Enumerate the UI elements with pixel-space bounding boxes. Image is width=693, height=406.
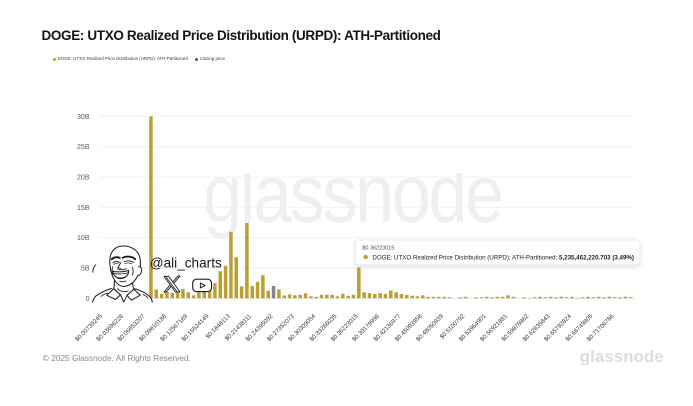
- svg-text:20B: 20B: [77, 175, 90, 182]
- svg-text:15B: 15B: [77, 205, 90, 212]
- svg-text:30B: 30B: [77, 114, 90, 121]
- svg-text:@ali_charts: @ali_charts: [150, 255, 222, 270]
- svg-text:0: 0: [86, 296, 90, 303]
- svg-text:DOGE: UTXO Realized Price Dist: DOGE: UTXO Realized Price Distribution (…: [372, 254, 634, 261]
- svg-text:glassnode: glassnode: [203, 148, 502, 240]
- svg-text:$0.36223015: $0.36223015: [362, 245, 394, 251]
- svg-text:25B: 25B: [77, 144, 90, 151]
- svg-text:10B: 10B: [77, 235, 90, 242]
- svg-text:5B: 5B: [81, 266, 90, 273]
